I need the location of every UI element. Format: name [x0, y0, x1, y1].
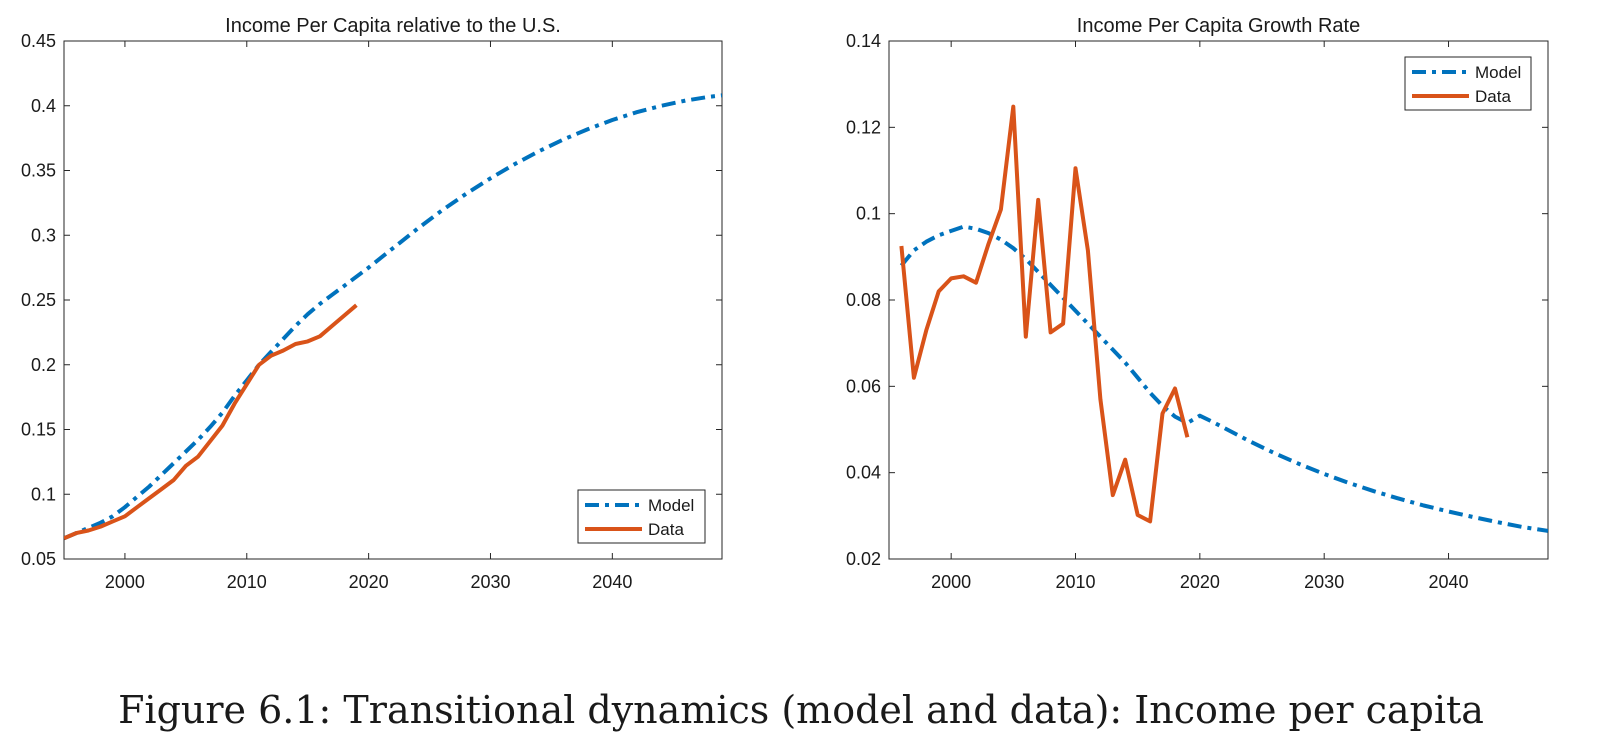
- legend-label-model: Model: [648, 496, 694, 515]
- legend: Model Data: [1404, 56, 1532, 111]
- x-tick-label: 2000: [931, 572, 971, 592]
- y-tick-label: 0.06: [846, 376, 881, 396]
- y-tick-label: 0.45: [21, 31, 56, 51]
- y-tick-label: 0.04: [846, 463, 881, 483]
- plot-area-frame: [63, 40, 723, 560]
- y-tick-label: 0.3: [31, 225, 56, 245]
- legend-box: [1404, 56, 1532, 111]
- legend-label-data: Data: [648, 520, 684, 539]
- y-tick-label: 0.4: [31, 96, 56, 116]
- y-tick-label: 0.05: [21, 549, 56, 569]
- y-tick-label: 0.1: [31, 484, 56, 504]
- x-tick-label: 2030: [1304, 572, 1344, 592]
- series-line-data: [64, 303, 358, 541]
- x-tick-label: 2010: [227, 572, 267, 592]
- y-tick-label: 0.25: [21, 290, 56, 310]
- legend-label-model: Model: [1475, 63, 1521, 82]
- series-line-model: [64, 93, 722, 541]
- y-tick-label: 0.2: [31, 355, 56, 375]
- series-line-model: [899, 224, 1548, 533]
- y-tick-label: 0.12: [846, 117, 881, 137]
- chart-income-relative: Income Per Capita relative to the U.S. 20…: [21, 15, 723, 592]
- y-tick-label: 0.1: [856, 204, 881, 224]
- chart-title: Income Per Capita Growth Rate: [1077, 15, 1360, 37]
- series-group: [64, 93, 722, 541]
- x-tick-label: 2000: [105, 572, 145, 592]
- series-group: [899, 104, 1548, 533]
- x-tick-label: 2020: [1180, 572, 1220, 592]
- legend-label-data: Data: [1475, 87, 1511, 106]
- x-tick-label: 2040: [1429, 572, 1469, 592]
- chart-title: Income Per Capita relative to the U.S.: [225, 15, 561, 37]
- series-line-data: [899, 104, 1190, 524]
- x-tick-label: 2040: [592, 572, 632, 592]
- figure-caption: Figure 6.1: Transitional dynamics (model…: [118, 688, 1484, 732]
- x-tick-label: 2010: [1055, 572, 1095, 592]
- plot-area-frame: [888, 40, 1549, 560]
- x-tick-label: 2020: [349, 572, 389, 592]
- y-tick-label: 0.15: [21, 420, 56, 440]
- y-tick-label: 0.35: [21, 161, 56, 181]
- y-tick-label: 0.14: [846, 31, 881, 51]
- legend-box: [577, 489, 706, 544]
- chart-growth-rate: Income Per Capita Growth Rate 2000 2010 202…: [846, 15, 1549, 592]
- x-tick-label: 2030: [470, 572, 510, 592]
- y-tick-label: 0.08: [846, 290, 881, 310]
- legend: Model Data: [577, 489, 706, 544]
- y-tick-label: 0.02: [846, 549, 881, 569]
